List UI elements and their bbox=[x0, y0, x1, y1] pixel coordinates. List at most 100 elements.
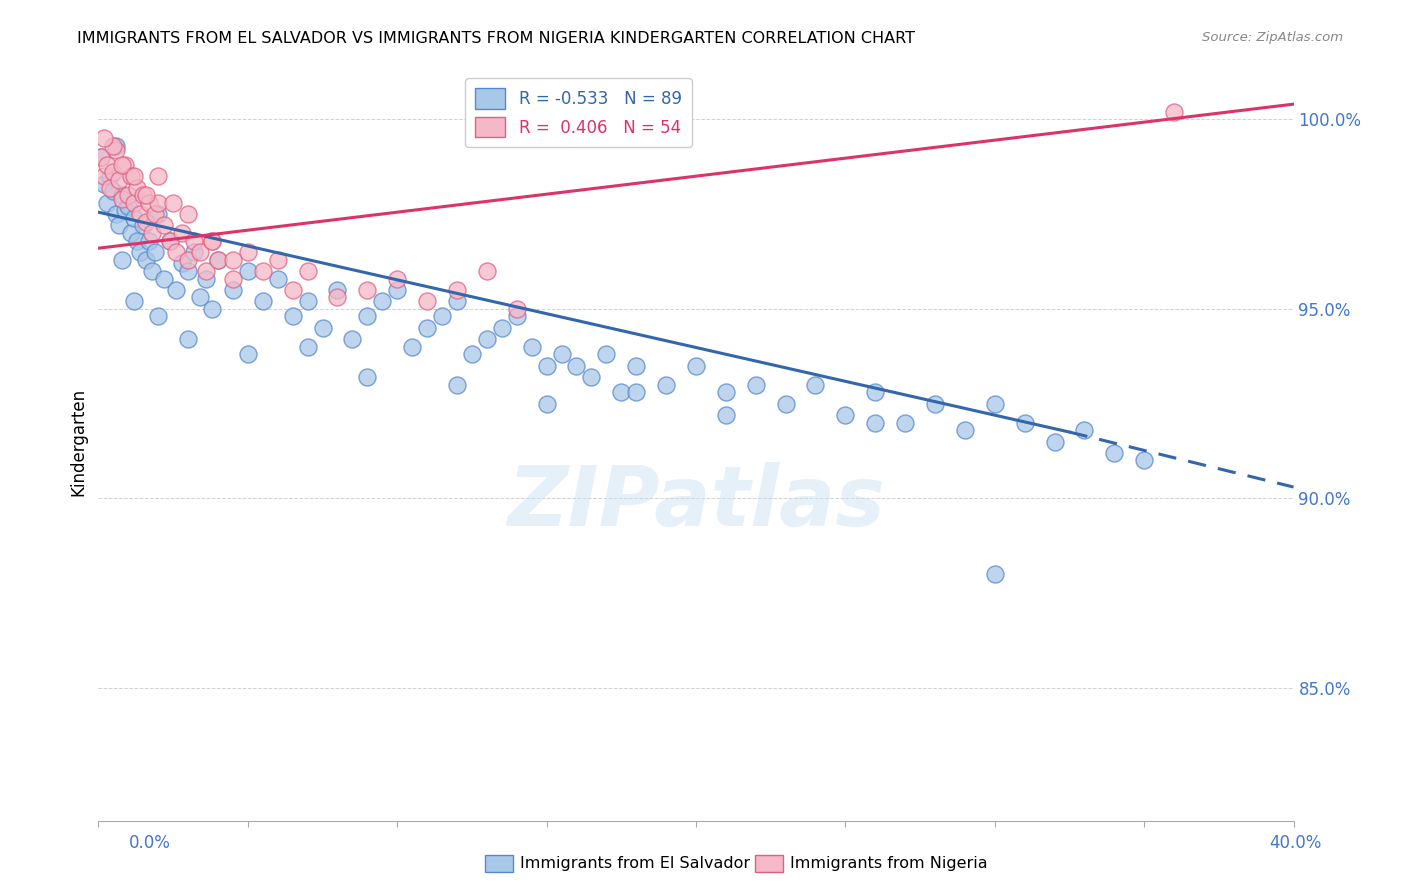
Point bbox=[356, 370, 378, 384]
Point bbox=[894, 416, 917, 430]
Point bbox=[1014, 416, 1036, 430]
Point bbox=[1104, 446, 1126, 460]
Point bbox=[222, 271, 245, 285]
Point bbox=[236, 244, 259, 259]
Point bbox=[775, 396, 797, 410]
Point bbox=[177, 264, 200, 278]
Point bbox=[141, 264, 163, 278]
Point bbox=[177, 252, 200, 267]
Point bbox=[236, 347, 259, 361]
Point bbox=[984, 396, 1007, 410]
Point bbox=[461, 347, 484, 361]
Point bbox=[1073, 423, 1095, 437]
Point bbox=[111, 192, 134, 206]
Point bbox=[132, 188, 155, 202]
Point bbox=[135, 188, 157, 202]
Point bbox=[177, 332, 200, 346]
Point bbox=[581, 370, 603, 384]
Point bbox=[236, 264, 259, 278]
Point bbox=[120, 226, 142, 240]
Point bbox=[610, 385, 633, 400]
Point bbox=[124, 169, 146, 183]
Point bbox=[103, 184, 125, 198]
Point bbox=[201, 234, 224, 248]
Point bbox=[207, 252, 229, 267]
Point bbox=[565, 359, 588, 373]
Point bbox=[165, 244, 187, 259]
Point bbox=[401, 340, 423, 354]
Point bbox=[188, 244, 211, 259]
Point bbox=[159, 234, 181, 248]
Point bbox=[111, 188, 134, 202]
Point bbox=[117, 199, 139, 213]
Point bbox=[117, 188, 139, 202]
Point bbox=[506, 301, 529, 316]
Point bbox=[165, 283, 187, 297]
Point bbox=[114, 203, 136, 218]
Point bbox=[183, 234, 205, 248]
Text: Immigrants from El Salvador: Immigrants from El Salvador bbox=[520, 856, 751, 871]
Point bbox=[153, 219, 176, 233]
Point bbox=[124, 195, 146, 210]
Point bbox=[446, 283, 468, 297]
Point bbox=[148, 310, 170, 324]
Point bbox=[124, 211, 146, 225]
Point bbox=[520, 340, 543, 354]
Point bbox=[550, 347, 572, 361]
Point bbox=[416, 294, 439, 309]
Point bbox=[201, 234, 224, 248]
Point bbox=[127, 234, 149, 248]
Point bbox=[135, 252, 157, 267]
Point bbox=[745, 377, 768, 392]
Point bbox=[297, 294, 319, 309]
Text: IMMIGRANTS FROM EL SALVADOR VS IMMIGRANTS FROM NIGERIA KINDERGARTEN CORRELATION : IMMIGRANTS FROM EL SALVADOR VS IMMIGRANT… bbox=[77, 31, 915, 46]
Point bbox=[536, 359, 558, 373]
Point bbox=[536, 396, 558, 410]
Point bbox=[103, 138, 125, 153]
Point bbox=[141, 226, 163, 240]
Point bbox=[326, 290, 349, 304]
Text: ZIPatlas: ZIPatlas bbox=[508, 462, 884, 542]
Point bbox=[93, 131, 115, 145]
Point bbox=[865, 416, 887, 430]
Point bbox=[159, 234, 181, 248]
Point bbox=[98, 180, 122, 194]
Point bbox=[356, 310, 378, 324]
Point bbox=[105, 207, 128, 221]
Point bbox=[714, 408, 737, 422]
Text: 40.0%: 40.0% bbox=[1270, 834, 1322, 852]
Point bbox=[475, 332, 498, 346]
Point bbox=[342, 332, 364, 346]
Point bbox=[222, 283, 245, 297]
Point bbox=[96, 158, 118, 172]
Point bbox=[924, 396, 946, 410]
Point bbox=[103, 165, 125, 179]
Point bbox=[108, 219, 131, 233]
Point bbox=[93, 169, 115, 183]
Text: Immigrants from Nigeria: Immigrants from Nigeria bbox=[790, 856, 988, 871]
Point bbox=[124, 294, 146, 309]
Point bbox=[105, 138, 128, 153]
Point bbox=[108, 173, 131, 187]
Point bbox=[172, 226, 194, 240]
Point bbox=[177, 207, 200, 221]
Point bbox=[138, 195, 160, 210]
Point bbox=[188, 290, 211, 304]
Point bbox=[416, 320, 439, 334]
Point bbox=[385, 283, 409, 297]
Point bbox=[714, 385, 737, 400]
Text: 0.0%: 0.0% bbox=[129, 834, 172, 852]
Point bbox=[183, 244, 205, 259]
Point bbox=[129, 207, 152, 221]
Y-axis label: Kindergarten: Kindergarten bbox=[69, 387, 87, 496]
Point bbox=[138, 234, 160, 248]
Point bbox=[90, 150, 112, 164]
Point bbox=[195, 264, 218, 278]
Legend: R = -0.533   N = 89, R =  0.406   N = 54: R = -0.533 N = 89, R = 0.406 N = 54 bbox=[465, 78, 692, 147]
Point bbox=[148, 169, 170, 183]
Point bbox=[430, 310, 453, 324]
Point bbox=[132, 219, 155, 233]
Point bbox=[655, 377, 678, 392]
Point bbox=[953, 423, 976, 437]
Point bbox=[143, 207, 166, 221]
